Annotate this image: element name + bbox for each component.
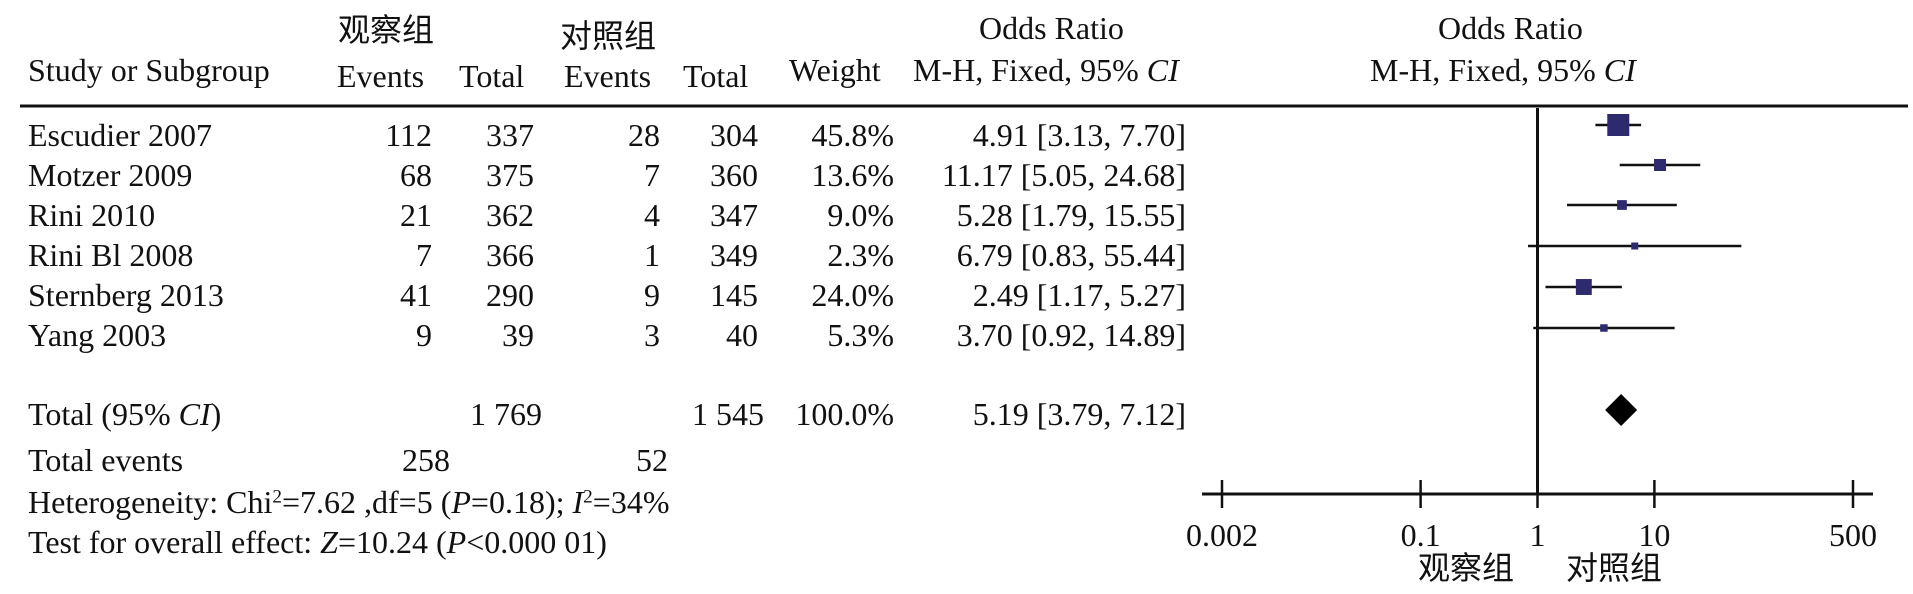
row-or-text: 6.79 [0.83, 55.44]	[956, 237, 1186, 273]
row-study-name: Escudier 2007	[28, 117, 212, 153]
row-ctl-events: 9	[644, 277, 660, 313]
row-or-text: 5.28 [1.79, 15.55]	[956, 197, 1186, 233]
x-tick-label: 500	[1829, 517, 1877, 553]
row-ctl-total: 304	[710, 117, 758, 153]
x-tick-label: 1	[1529, 517, 1546, 553]
x-tick-label: 0.002	[1186, 517, 1258, 553]
row-ctl-total: 347	[710, 197, 758, 233]
row-or-text: 4.91 [3.13, 7.70]	[972, 117, 1186, 153]
header-odds-ratio-text: Odds Ratio	[979, 10, 1124, 46]
row-study-name: Motzer 2009	[28, 157, 193, 193]
header-study-col: Study or Subgroup	[28, 52, 270, 88]
row-or-text: 11.17 [5.05, 24.68]	[941, 157, 1186, 193]
row-exp-events: 9	[416, 317, 432, 353]
header-method-text: M-H, Fixed, 95% CI	[913, 52, 1179, 88]
total-events-ctl: 52	[636, 442, 668, 478]
header-group-control: 对照组	[560, 18, 657, 54]
row-weight: 13.6%	[811, 157, 894, 193]
total-events-exp: 258	[402, 442, 450, 478]
row-weight: 2.3%	[827, 237, 894, 273]
x-tick-label: 10	[1638, 517, 1671, 553]
row-weight: 9.0%	[827, 197, 894, 233]
header-method-plot: M-H, Fixed, 95% CI	[1370, 52, 1636, 88]
row-exp-total: 362	[486, 197, 534, 233]
row-exp-total: 366	[486, 237, 534, 273]
row-exp-total: 290	[486, 277, 534, 313]
row-ctl-total: 40	[726, 317, 758, 353]
study-marker	[1617, 200, 1627, 210]
axis-label-favours-experimental: 观察组	[1418, 550, 1515, 586]
row-study-name: Rini Bl 2008	[28, 237, 194, 273]
row-weight: 45.8%	[811, 117, 894, 153]
total-or-text: 5.19 [3.79, 7.12]	[972, 396, 1186, 432]
header-weight: Weight	[789, 52, 881, 88]
study-marker	[1654, 159, 1667, 171]
study-marker	[1607, 114, 1630, 136]
total-ctl-total: 1 545	[692, 396, 764, 432]
row-exp-total: 337	[486, 117, 534, 153]
row-ctl-events: 3	[644, 317, 660, 353]
row-weight: 5.3%	[827, 317, 894, 353]
row-ctl-events: 7	[644, 157, 660, 193]
row-or-text: 2.49 [1.17, 5.27]	[972, 277, 1186, 313]
study-marker	[1600, 324, 1608, 332]
row-exp-events: 7	[416, 237, 432, 273]
overall-effect-text: Test for overall effect: Z=10.24 (P<0.00…	[28, 524, 607, 560]
header-odds-ratio-plot: Odds Ratio	[1438, 10, 1583, 46]
row-exp-total: 375	[486, 157, 534, 193]
study-marker	[1575, 279, 1592, 295]
row-or-text: 3.70 [0.92, 14.89]	[956, 317, 1186, 353]
row-study-name: Sternberg 2013	[28, 277, 224, 313]
row-study-name: Rini 2010	[28, 197, 156, 233]
header-ctl-events: Events	[564, 58, 652, 94]
row-ctl-events: 4	[644, 197, 660, 233]
row-ctl-total: 360	[710, 157, 758, 193]
row-ctl-events: 28	[628, 117, 660, 153]
row-exp-events: 21	[400, 197, 432, 233]
total-events-label: Total events	[28, 442, 184, 478]
row-weight: 24.0%	[811, 277, 894, 313]
row-ctl-total: 145	[710, 277, 758, 313]
row-study-name: Yang 2003	[28, 317, 167, 353]
row-exp-events: 112	[385, 117, 432, 153]
x-tick-label: 0.1	[1400, 517, 1441, 553]
row-exp-total: 39	[502, 317, 534, 353]
study-marker	[1631, 242, 1639, 250]
total-label: Total (95% CI)	[28, 396, 222, 432]
total-weight: 100.0%	[795, 396, 894, 432]
row-exp-events: 68	[400, 157, 432, 193]
header-group-experimental: 观察组	[338, 12, 435, 48]
row-ctl-total: 349	[710, 237, 758, 273]
header-ctl-total: Total	[683, 58, 749, 94]
header-exp-total: Total	[459, 58, 525, 94]
pooled-diamond	[1605, 394, 1638, 426]
heterogeneity-text: Heterogeneity: Chi2=7.62 ,df=5 (P=0.18);…	[28, 484, 670, 520]
header-exp-events: Events	[337, 58, 425, 94]
total-exp-total: 1 769	[470, 396, 542, 432]
row-exp-events: 41	[400, 277, 432, 313]
row-ctl-events: 1	[644, 237, 660, 273]
axis-label-favours-control: 对照组	[1566, 550, 1663, 586]
